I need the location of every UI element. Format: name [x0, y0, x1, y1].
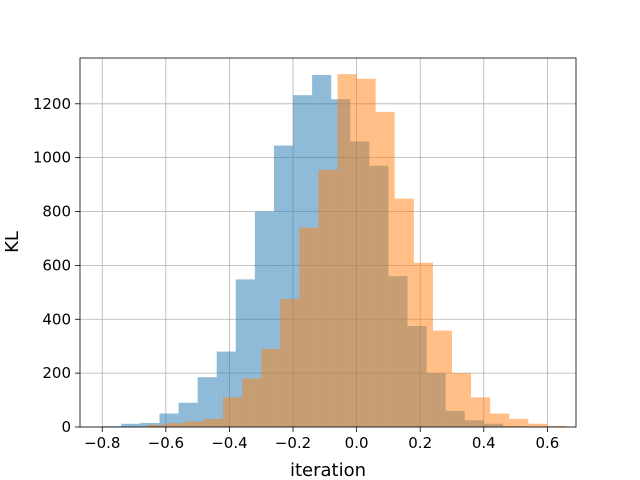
plot-frame [79, 57, 577, 428]
x-tick-label: −0.2 [275, 434, 311, 452]
y-tick-label: 1000 [33, 149, 71, 167]
y-tick-label: 400 [42, 310, 71, 328]
x-tick-label: 0.0 [345, 434, 369, 452]
histogram-bar [261, 348, 281, 427]
histogram-bar [178, 402, 198, 427]
x-axis-ticks: −0.8 −0.6 −0.4 −0.2 0.0 0.2 0.4 0.6 [84, 427, 559, 452]
histogram-bar [204, 418, 224, 427]
histogram-bar [242, 378, 262, 427]
histogram-bars [102, 74, 567, 428]
y-tick-label: 1200 [33, 95, 71, 113]
y-tick-label: 600 [42, 256, 71, 274]
series-1 [146, 74, 567, 428]
histogram-bar [375, 111, 395, 427]
histogram-bar [356, 78, 376, 428]
histogram-bar [318, 169, 338, 427]
histogram-bar [121, 423, 141, 427]
histogram-bar [280, 299, 300, 427]
x-tick-label: 0.2 [408, 434, 432, 452]
histogram-bar [102, 426, 122, 427]
x-axis-label: iteration [290, 460, 366, 480]
y-tick-label: 200 [42, 364, 71, 382]
histogram-bar [452, 373, 472, 427]
histogram-bar [394, 198, 414, 427]
x-tick-label: −0.6 [148, 434, 184, 452]
histogram-bar [528, 423, 548, 427]
x-tick-label: 0.4 [472, 434, 496, 452]
x-tick-label: 0.6 [535, 434, 559, 452]
histogram-bar [223, 397, 243, 427]
x-tick-label: −0.4 [211, 434, 247, 452]
histogram-bar [432, 330, 452, 427]
y-axis-label: KL [2, 231, 23, 253]
y-tick-label: 800 [42, 203, 71, 221]
x-tick-label: −0.8 [84, 434, 120, 452]
histogram-bar [184, 421, 204, 427]
histogram-bar [509, 418, 529, 427]
histogram-bar [146, 424, 166, 427]
histogram-bar [490, 413, 510, 427]
histogram-bar [547, 425, 567, 427]
histogram-bar [337, 74, 357, 427]
y-tick-label: 0 [61, 418, 71, 436]
histogram-bar [413, 262, 433, 427]
histogram-bar [471, 397, 491, 427]
histogram-bar [299, 227, 319, 427]
y-axis-ticks: 0 200 400 600 800 1000 1200 [33, 95, 80, 436]
histogram-bar [197, 377, 217, 427]
histogram-bar [165, 423, 185, 427]
